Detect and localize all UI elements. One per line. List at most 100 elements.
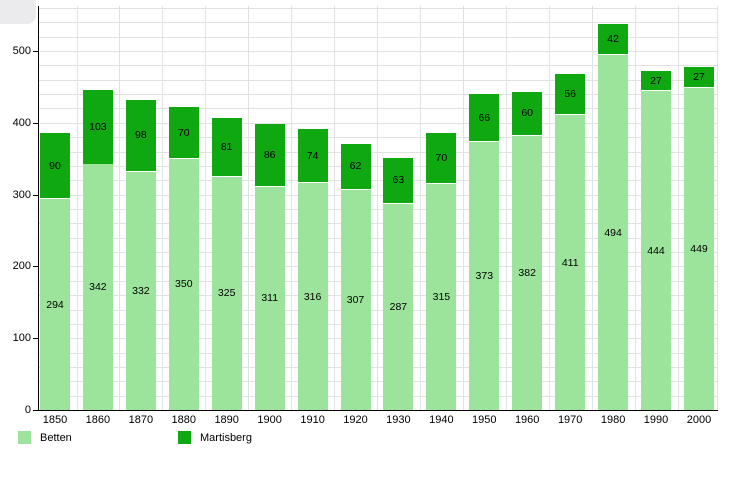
h-gridline	[39, 381, 718, 383]
y-tick-label-300: 300	[12, 188, 31, 201]
bar-value-martisberg-1960: 60	[521, 107, 534, 120]
v-gridline	[677, 6, 679, 410]
bar-betten-1870	[125, 171, 156, 410]
bar-martisberg-1990	[641, 70, 671, 91]
h-gridline	[39, 223, 718, 225]
v-gridline	[119, 6, 121, 410]
x-tick-label-1910: 1910	[300, 414, 325, 426]
plot-area: 294 90 342 103 332 98 350 70 325 81 311 86 316 74 307 6…	[39, 6, 718, 410]
bar-value-betten-1920: 307	[346, 293, 365, 306]
bar-value-betten-1990: 444	[647, 244, 665, 257]
h-gridline	[39, 366, 718, 368]
bar-value-martisberg-1980: 42	[607, 33, 619, 46]
bar-martisberg-1850	[40, 133, 70, 198]
v-gridline	[377, 6, 378, 410]
h-gridline	[39, 295, 718, 297]
h-gridline	[39, 36, 718, 38]
v-gridline	[548, 6, 550, 410]
bar-value-martisberg-1940: 70	[435, 151, 448, 164]
bar-betten-1940	[426, 183, 457, 410]
bar-value-betten-1880: 350	[175, 278, 193, 291]
bar-martisberg-1950	[469, 93, 500, 142]
x-tick-label-1890: 1890	[214, 414, 239, 426]
bar-value-martisberg-1880: 70	[177, 126, 190, 139]
x-axis-line	[38, 410, 718, 411]
bar-value-martisberg-1910: 74	[306, 149, 319, 162]
h-gridline	[39, 65, 718, 67]
bar-value-martisberg-2000: 27	[693, 70, 705, 83]
bar-martisberg-1860	[82, 89, 113, 164]
legend-item-martisberg: Martisberg	[178, 431, 252, 444]
h-gridline	[39, 165, 718, 167]
y-tick-label-500: 500	[12, 45, 31, 57]
bar-value-betten-1900: 311	[261, 292, 279, 305]
v-gridline	[462, 6, 464, 410]
bar-value-betten-1930: 287	[389, 301, 408, 313]
bar-betten-1930	[383, 203, 414, 410]
x-tick-label-1970: 1970	[557, 414, 583, 426]
bar-betten-1910	[297, 183, 328, 410]
betten-legend-swatch	[18, 431, 31, 444]
bar-betten-1920	[340, 189, 371, 410]
y-tick-label-0: 0	[24, 404, 31, 416]
x-tick-label-1900: 1900	[257, 414, 282, 426]
h-gridline	[39, 338, 718, 340]
h-gridline	[39, 209, 718, 210]
x-tick-label-1930: 1930	[386, 414, 411, 426]
bar-martisberg-1930	[383, 157, 414, 203]
bar-martisberg-1920	[340, 144, 371, 189]
x-tick-label-1950: 1950	[472, 414, 497, 426]
y-tick-label-200: 200	[12, 260, 31, 273]
bar-betten-1860	[82, 164, 113, 410]
bar-value-betten-1960: 382	[518, 266, 536, 279]
bar-betten-1980	[598, 55, 629, 410]
h-gridline	[39, 309, 718, 311]
bar-value-betten-1850: 294	[46, 298, 64, 311]
bar-value-betten-1870: 332	[132, 284, 150, 297]
h-gridline	[39, 22, 718, 24]
bar-martisberg-1980	[598, 24, 629, 55]
h-gridline	[39, 122, 718, 124]
martisberg-legend-swatch	[178, 431, 191, 444]
x-tick-label-1940: 1940	[429, 414, 454, 426]
bar-value-betten-1890: 325	[217, 287, 236, 300]
bar-martisberg-1880	[168, 107, 199, 158]
v-gridline	[162, 6, 164, 410]
h-gridline	[39, 352, 718, 354]
h-gridline	[39, 266, 718, 268]
h-gridline	[39, 79, 718, 81]
x-tick-label-1990: 1990	[643, 414, 669, 426]
h-gridline	[39, 94, 718, 96]
y-tick-mark-300	[33, 194, 38, 196]
h-gridline	[39, 51, 718, 52]
h-gridline	[39, 137, 718, 139]
x-tick-label-2000: 2000	[686, 414, 712, 426]
y-tick-mark-0	[33, 410, 38, 411]
bar-martisberg-1910	[297, 129, 328, 183]
h-gridline	[39, 323, 718, 325]
bar-martisberg-1900	[254, 124, 285, 186]
bar-martisberg-1940	[426, 132, 457, 183]
h-gridline	[39, 7, 718, 9]
y-tick-mark-200	[33, 266, 38, 268]
x-tick-label-1980: 1980	[600, 414, 626, 426]
v-gridline	[634, 6, 636, 410]
bar-value-betten-1950: 373	[475, 270, 494, 283]
h-gridline	[39, 194, 718, 196]
bar-value-martisberg-1930: 63	[392, 174, 405, 187]
bar-value-betten-1970: 411	[561, 256, 579, 269]
y-tick-label-400: 400	[12, 116, 31, 129]
h-gridline	[39, 237, 718, 239]
x-tick-label-1880: 1880	[171, 414, 197, 426]
betten-legend-label: Betten	[40, 431, 72, 444]
v-gridline	[76, 6, 78, 410]
bar-betten-2000	[684, 87, 714, 410]
bar-martisberg-1970	[555, 73, 586, 114]
bar-value-martisberg-1920: 62	[349, 160, 362, 173]
v-gridline	[248, 6, 250, 410]
martisberg-legend-label: Martisberg	[200, 431, 252, 444]
legend-item-betten: Betten	[18, 431, 72, 444]
bar-value-martisberg-1970: 56	[564, 87, 577, 100]
bar-betten-1960	[512, 135, 543, 410]
